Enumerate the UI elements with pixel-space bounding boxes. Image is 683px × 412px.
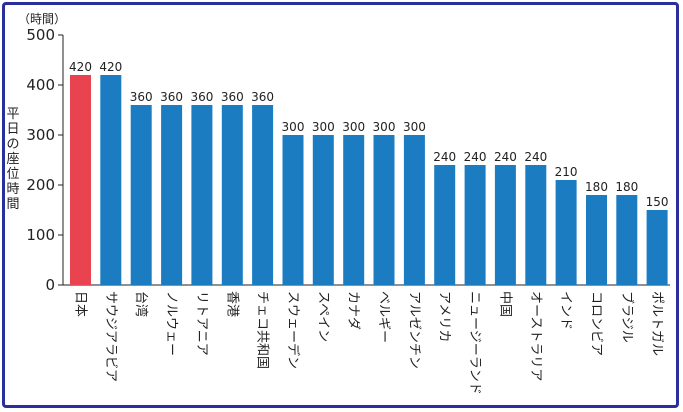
data-label: 240	[494, 150, 517, 164]
data-label: 180	[585, 180, 608, 194]
category-label: スペイン	[315, 291, 330, 342]
data-label: 240	[433, 150, 456, 164]
category-label: 台湾	[133, 291, 149, 317]
bar	[464, 165, 486, 285]
y-unit-label: （時間）	[18, 12, 66, 26]
category-label: 日本	[73, 291, 88, 317]
bar	[373, 135, 395, 285]
category-label: スウェーデン	[285, 291, 301, 369]
bar	[494, 165, 516, 285]
category-label: アメリカ	[437, 291, 452, 342]
category-label: コロンビア	[589, 291, 604, 356]
y-tick-label: 300	[26, 126, 55, 144]
data-label: 420	[99, 60, 122, 74]
y-tick-label: 0	[45, 276, 55, 294]
bar	[616, 195, 638, 285]
data-label: 360	[251, 90, 274, 104]
bar	[191, 105, 213, 285]
bar	[434, 165, 456, 285]
bar	[403, 135, 425, 285]
data-label: 360	[160, 90, 183, 104]
category-label: 香港	[224, 291, 239, 317]
y-tick-label: 400	[26, 76, 55, 94]
bar	[312, 135, 334, 285]
bar	[586, 195, 607, 285]
category-label: サウジアラビア	[103, 291, 118, 382]
bar	[252, 105, 274, 285]
category-label: リトアニア	[194, 291, 209, 356]
bar	[221, 105, 243, 285]
y-tick-label: 500	[26, 26, 55, 44]
bar	[343, 135, 365, 285]
data-label: 300	[373, 120, 396, 134]
category-label: オーストラリア	[528, 291, 543, 381]
data-label: 210	[555, 165, 578, 179]
bar	[161, 105, 183, 285]
data-label: 240	[464, 150, 487, 164]
data-label: 150	[646, 195, 669, 209]
data-label: 240	[524, 150, 547, 164]
category-label: ベルギー	[376, 291, 391, 343]
data-label: 300	[342, 120, 365, 134]
data-label: 360	[221, 90, 244, 104]
category-label: 中国	[497, 291, 512, 317]
bars: 420 日本 420 サウジアラビア 360 台湾 360 ノルウェー 360 リトアニア 360 香…	[69, 60, 669, 395]
y-axis-title: 平日の座位時間	[6, 107, 19, 212]
data-label: 300	[282, 120, 305, 134]
category-label: インド	[558, 291, 573, 330]
data-label: 360	[130, 90, 153, 104]
category-label: カナダ	[346, 291, 361, 330]
bar	[646, 210, 668, 285]
y-tick-label: 100	[26, 226, 55, 244]
bar	[130, 105, 152, 285]
data-label: 300	[403, 120, 426, 134]
category-label: ブラジル	[619, 291, 635, 343]
bar	[70, 75, 91, 285]
data-label: 360	[190, 90, 213, 104]
data-label: 300	[312, 120, 335, 134]
category-label: アルゼンチン	[406, 291, 421, 369]
category-label: ニュージーランド	[467, 291, 482, 395]
bar	[525, 165, 547, 285]
bar	[100, 75, 122, 285]
category-label: ノルウェー	[164, 291, 179, 356]
category-label: チェコ共和国	[255, 291, 270, 369]
data-label: 180	[615, 180, 638, 194]
data-label: 420	[69, 60, 92, 74]
y-tick-label: 200	[26, 176, 55, 194]
bar	[282, 135, 304, 285]
bar	[555, 180, 577, 285]
category-label: ポルトガル	[649, 291, 664, 356]
y-ticks: 0 100 200 300 400 500	[26, 26, 63, 294]
